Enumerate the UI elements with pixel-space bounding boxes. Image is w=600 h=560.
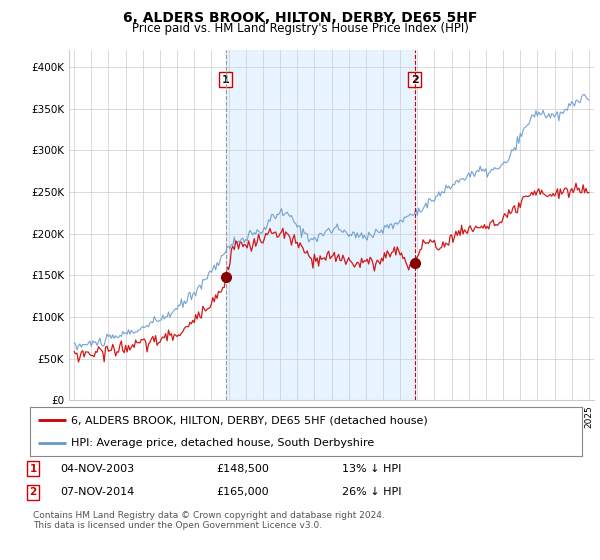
Text: 6, ALDERS BROOK, HILTON, DERBY, DE65 5HF (detached house): 6, ALDERS BROOK, HILTON, DERBY, DE65 5HF… <box>71 416 428 426</box>
Text: £165,000: £165,000 <box>216 487 269 497</box>
Text: 1: 1 <box>29 464 37 474</box>
Text: 04-NOV-2003: 04-NOV-2003 <box>60 464 134 474</box>
Text: 13% ↓ HPI: 13% ↓ HPI <box>342 464 401 474</box>
Text: Contains HM Land Registry data © Crown copyright and database right 2024.
This d: Contains HM Land Registry data © Crown c… <box>33 511 385 530</box>
Bar <box>226 50 415 400</box>
Text: 2: 2 <box>29 487 37 497</box>
Text: HPI: Average price, detached house, South Derbyshire: HPI: Average price, detached house, Sout… <box>71 438 374 448</box>
Text: 2: 2 <box>411 74 419 85</box>
Text: £148,500: £148,500 <box>216 464 269 474</box>
Text: 26% ↓ HPI: 26% ↓ HPI <box>342 487 401 497</box>
Text: Price paid vs. HM Land Registry's House Price Index (HPI): Price paid vs. HM Land Registry's House … <box>131 22 469 35</box>
Text: 6, ALDERS BROOK, HILTON, DERBY, DE65 5HF: 6, ALDERS BROOK, HILTON, DERBY, DE65 5HF <box>123 11 477 25</box>
Text: 07-NOV-2014: 07-NOV-2014 <box>60 487 134 497</box>
Text: 1: 1 <box>222 74 230 85</box>
